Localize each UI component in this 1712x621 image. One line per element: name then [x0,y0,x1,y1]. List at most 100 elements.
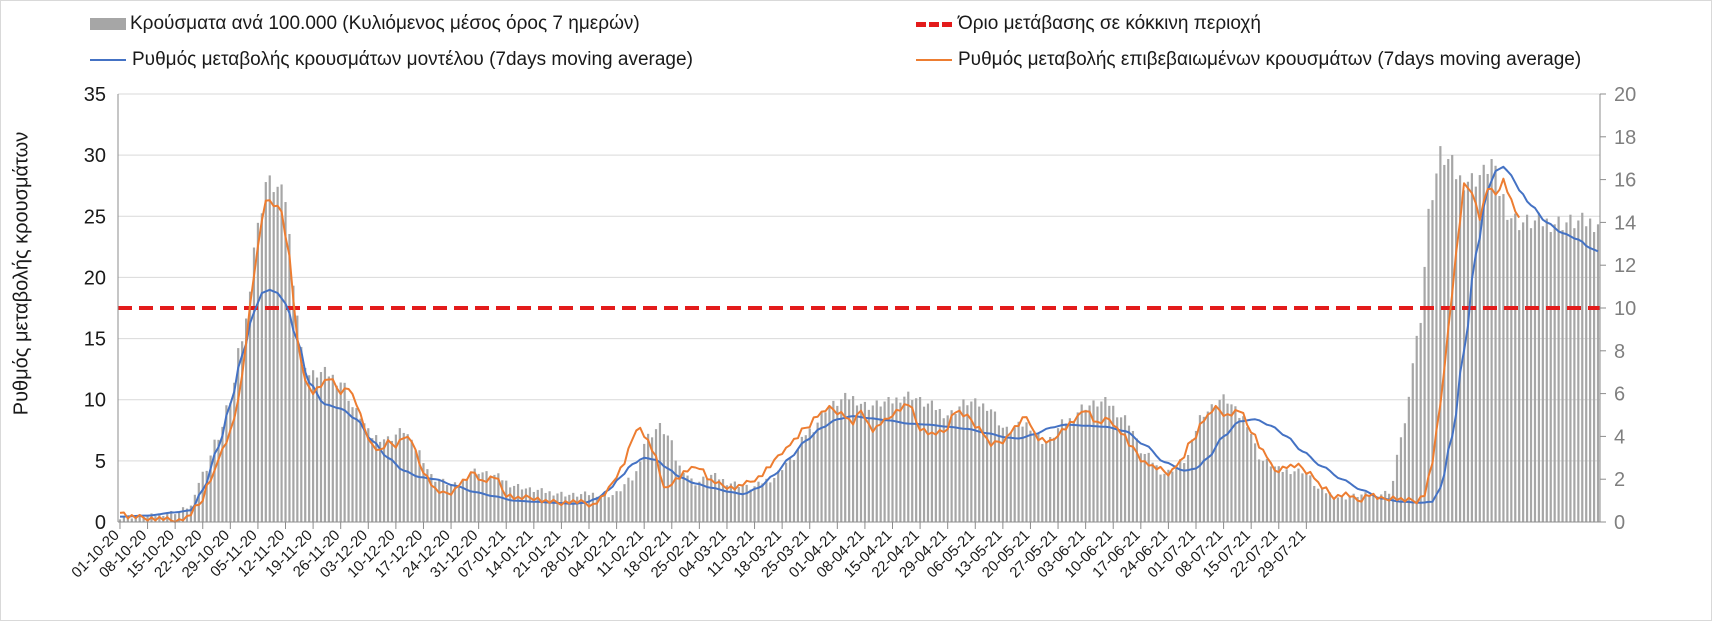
bar [1451,154,1454,522]
bar [710,474,713,522]
bar [761,483,764,522]
bar [615,491,618,522]
bar [800,436,803,522]
bar [1348,496,1351,522]
bar [662,434,665,522]
bar [331,374,334,522]
bar [769,482,772,522]
bar [1324,493,1328,522]
bar [938,408,941,522]
bar [670,440,673,522]
bar [1250,433,1253,522]
bar [217,439,220,522]
bar [580,494,583,522]
bar [154,516,157,522]
bar [717,479,721,522]
bar [1120,417,1123,522]
bar [599,494,602,522]
bar [848,399,851,522]
bar [568,494,571,522]
bar [1573,228,1576,523]
bar [252,247,256,523]
bar [1423,266,1426,522]
y-right-tick-label: 8 [1614,341,1625,363]
legend-item-threshold: Όριο μετάβασης σε κόκκινη περιοχή [916,13,1261,35]
bar [1415,335,1418,522]
bar [1009,432,1012,522]
y-axis-title: Ρυθμός μεταβολής κρουσμάτων [10,131,33,416]
bar [796,449,800,522]
bar [312,370,315,522]
bar [674,460,677,522]
bar [891,403,894,522]
bar [1577,220,1580,522]
bar [934,410,937,522]
bar [280,184,283,523]
bar [509,487,512,522]
bar [382,439,386,522]
bar [473,468,476,522]
bar [686,475,689,522]
bar [438,479,441,522]
bar [1238,417,1241,522]
bar [1541,226,1544,522]
bar [903,396,906,522]
bar [639,461,642,522]
bar [702,476,705,522]
bar [453,482,457,522]
bar [745,484,748,522]
bar [449,484,453,522]
bar [1293,471,1296,522]
bar [942,418,945,522]
bar [1017,421,1020,522]
bar [465,479,468,522]
bar [804,435,807,522]
legend-label-confirmed: Ρυθμός μεταβολής επιβεβαιωμένων κρουσμάτ… [958,49,1582,70]
bar [481,472,484,522]
gridlines [118,93,1600,462]
bar [1033,431,1036,522]
bar [1175,465,1178,522]
bar [1167,469,1170,522]
bar [816,422,819,522]
bar [619,491,622,522]
bar [1553,224,1556,523]
bar [1265,458,1269,522]
bar [1045,442,1048,522]
bar [773,477,776,522]
bar [1474,186,1477,523]
bar [1194,430,1198,522]
bar [410,439,413,522]
bar [1159,474,1162,522]
y-right-tick-label: 18 [1614,127,1636,149]
bar [631,480,634,522]
bar [792,459,796,522]
bar [1380,494,1383,522]
bar [698,481,701,522]
bar [485,471,488,522]
bar [544,492,547,522]
bar [777,470,780,522]
bar [288,233,291,522]
bar [1108,405,1111,522]
bar [516,483,520,522]
bar [950,410,953,522]
bar [1127,425,1131,522]
bar [1206,411,1209,522]
bar [256,222,260,522]
bar [985,410,989,522]
bar [1037,433,1040,522]
bar [922,406,926,522]
bar [414,450,417,522]
bar [1317,488,1320,522]
bar [323,366,327,522]
bar [1021,426,1024,522]
bar [174,514,177,522]
bar [1301,473,1304,522]
y-right-tick-label: 10 [1614,298,1636,320]
bar [993,411,997,522]
bar [505,480,508,522]
bar [666,435,669,522]
bar [714,473,717,522]
